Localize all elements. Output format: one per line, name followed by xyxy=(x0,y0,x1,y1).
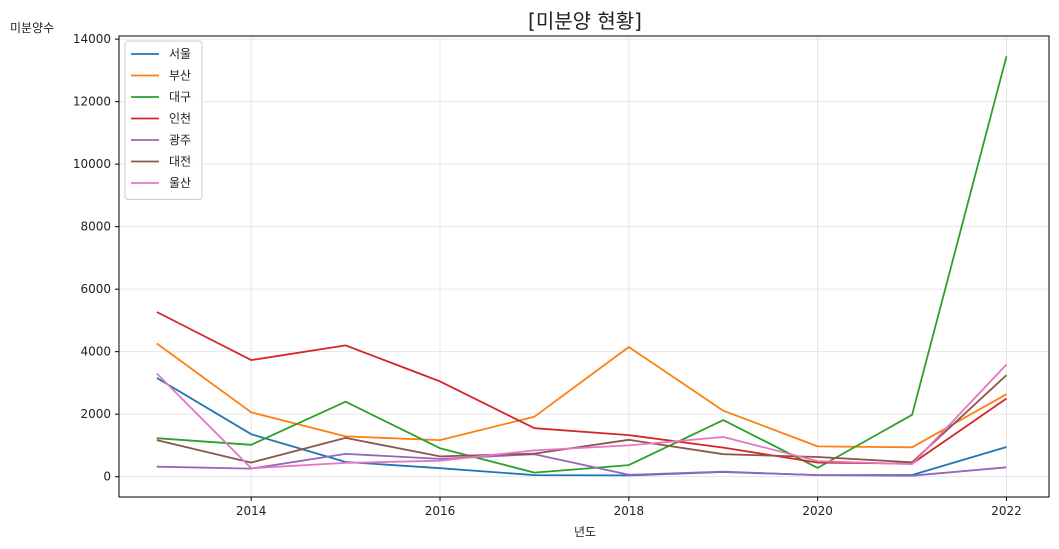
series-lines xyxy=(156,56,1008,477)
legend-box xyxy=(124,40,203,200)
x-tick-label: 2016 xyxy=(425,504,456,518)
series-line xyxy=(156,342,1007,449)
plot-frame xyxy=(118,35,1050,498)
series-line xyxy=(156,452,1007,477)
y-axis-title: 미분양수 xyxy=(10,21,54,35)
legend-label: 부산 xyxy=(169,69,191,83)
legend-label: 서울 xyxy=(169,47,191,61)
y-tick-label: 4000 xyxy=(80,345,111,359)
x-tick-label: 2022 xyxy=(991,504,1022,518)
chart-title: [미분양 현황] xyxy=(528,9,642,33)
y-tick-label: 12000 xyxy=(73,95,111,109)
legend-label: 광주 xyxy=(169,133,191,147)
x-tick-label: 2020 xyxy=(802,504,833,518)
legend-label: 대구 xyxy=(169,90,191,104)
x-tick-label: 2018 xyxy=(614,504,645,518)
y-tick-label: 10000 xyxy=(73,157,111,171)
x-tick-label: 2014 xyxy=(236,504,267,518)
series-line xyxy=(156,363,1008,470)
series-line xyxy=(156,374,1008,464)
legend-label: 인천 xyxy=(169,111,191,126)
x-axis-title: 년도 xyxy=(574,525,596,539)
y-tick-label: 6000 xyxy=(80,282,111,296)
axis-ticks: 2014 2016 2018 2020 2022 0 2000 4000 6000 8000 100… xyxy=(73,32,1022,518)
legend-label: 대전 xyxy=(169,155,191,169)
y-tick-label: 2000 xyxy=(80,407,111,421)
series-line xyxy=(156,56,1008,474)
legend-label: 울산 xyxy=(169,176,191,190)
y-tick-label: 0 xyxy=(103,470,111,484)
y-tick-label: 14000 xyxy=(73,32,111,46)
grid xyxy=(119,36,1049,497)
series-line xyxy=(156,311,1008,465)
y-tick-label: 8000 xyxy=(80,220,111,234)
